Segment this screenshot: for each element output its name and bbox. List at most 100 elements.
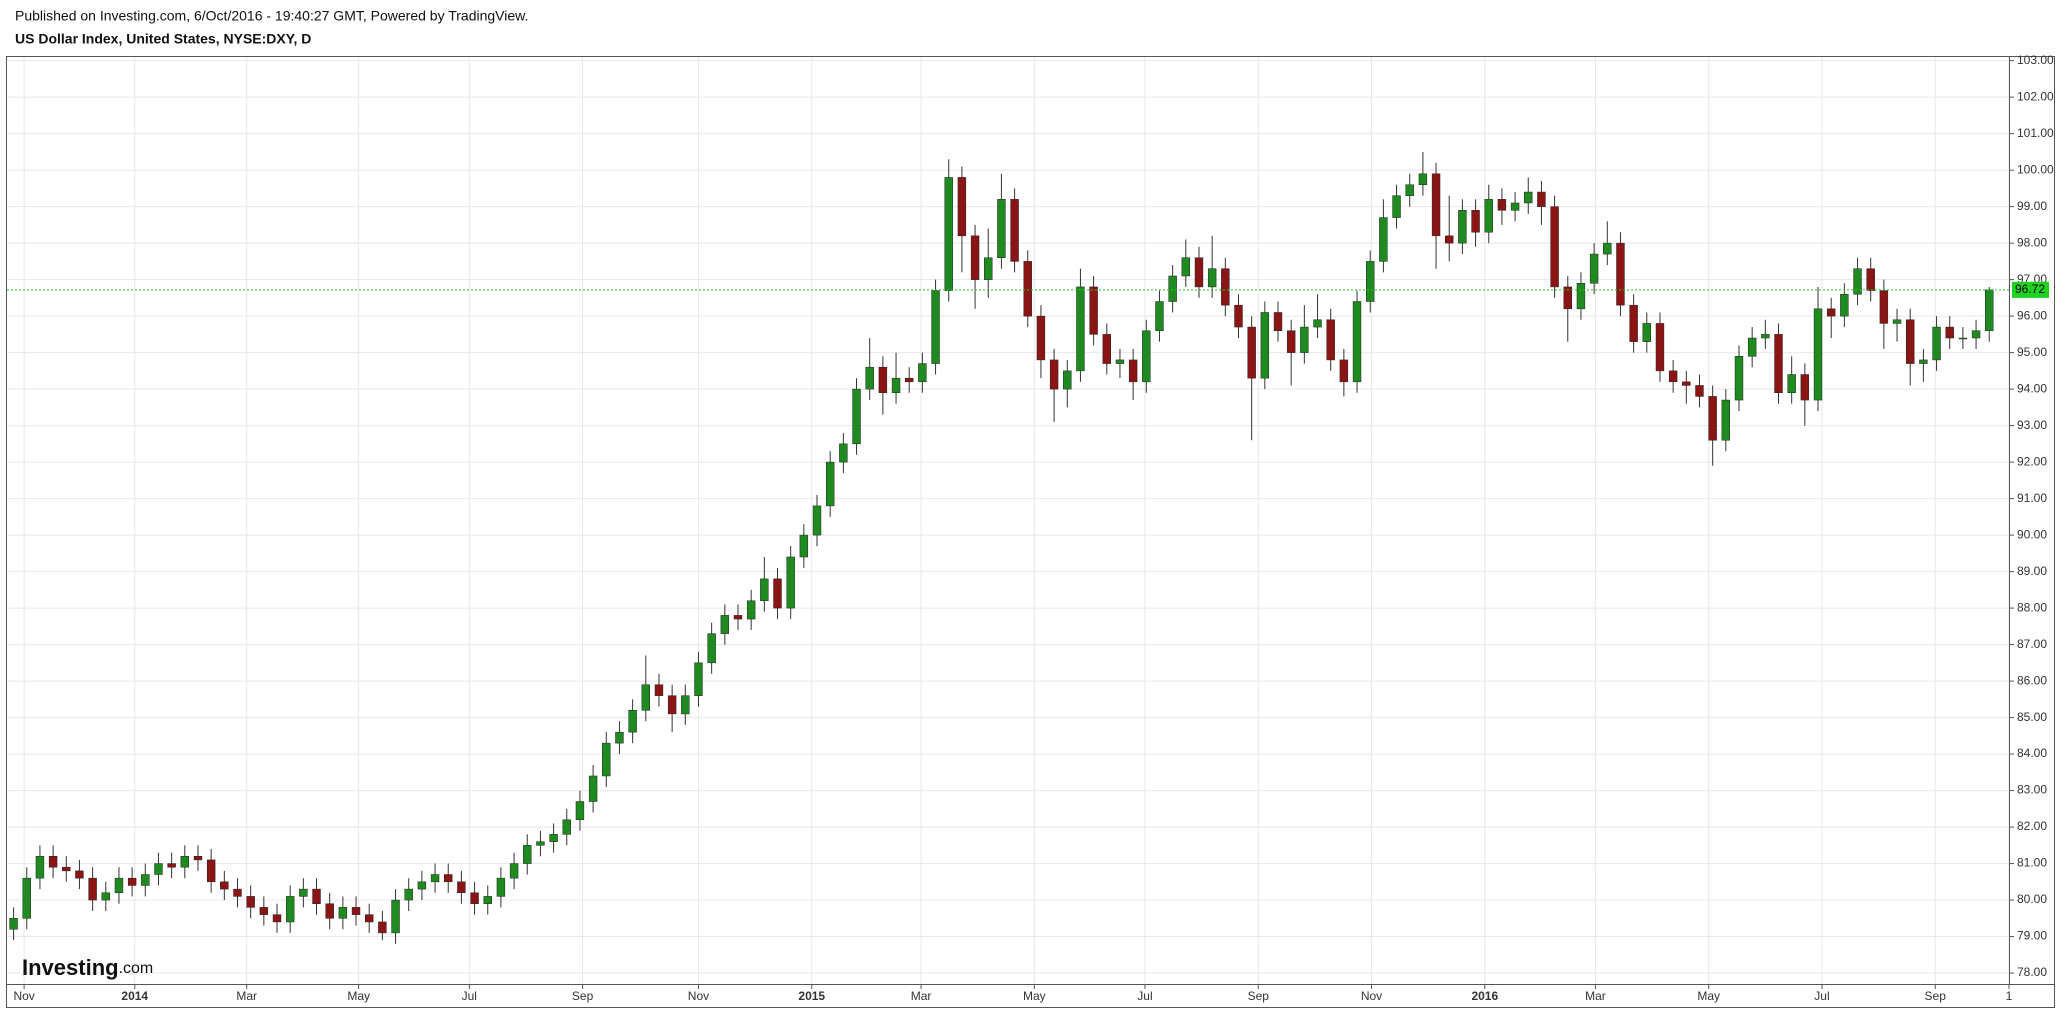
y-tick-label: 87.00 (2017, 637, 2047, 651)
candle-body (417, 881, 427, 890)
axes: 78.00 79.00 80.00 81.00 82.00 83.00 84.00 85.00… (7, 53, 2055, 1003)
y-tick-label: 99.00 (2017, 199, 2047, 213)
candle-body (509, 863, 519, 879)
candle-body (193, 856, 203, 861)
candle-body (1221, 268, 1230, 306)
candle-body (602, 742, 611, 777)
candle-body (1313, 319, 1322, 328)
candle-body (1761, 334, 1770, 339)
candle-body (1603, 242, 1612, 255)
candle-body (299, 888, 308, 897)
candles (7, 151, 2009, 944)
x-tick-label: Jul (1814, 989, 1829, 1003)
x-tick-label: Mar (1585, 989, 1606, 1003)
candle-body (167, 863, 176, 868)
candle-body (1273, 312, 1283, 331)
published-note: Published on Investing.com, 6/Oct/2016 -… (15, 8, 528, 24)
candle-body (1168, 275, 1177, 302)
x-tick-label: Sep (1248, 989, 1270, 1003)
x-tick-label: Sep (1925, 989, 1947, 1003)
y-tick-label: 103.00 (2017, 53, 2054, 67)
candle-body (220, 881, 229, 890)
grid (7, 57, 2010, 984)
candle-body (1919, 359, 1928, 364)
chart-title: US Dollar Index, United States, NYSE:DXY… (15, 31, 311, 47)
candle-body (1958, 337, 1968, 340)
candle-body (970, 235, 980, 280)
y-tick-label: 96.00 (2017, 308, 2047, 322)
candle-body (1023, 261, 1032, 317)
x-tick-label: May (1023, 989, 1046, 1003)
candle-body (1589, 253, 1599, 284)
candle-body (272, 914, 282, 923)
candle-body (470, 892, 479, 904)
x-tick-label: May (347, 989, 370, 1003)
x-tick-label: Mar (911, 989, 932, 1003)
candle-body (852, 388, 861, 445)
candle-body (707, 633, 716, 664)
candle-body (1945, 326, 1954, 339)
candle-body (549, 834, 558, 842)
candle-body (746, 600, 756, 620)
watermark-suffix: .com (119, 960, 154, 977)
candle-body (997, 199, 1006, 258)
candle-body (918, 363, 927, 383)
x-tick-label: 2016 (1471, 989, 1498, 1003)
y-tick-label: 81.00 (2017, 856, 2047, 870)
y-tick-label: 84.00 (2017, 746, 2047, 760)
candle-body (325, 903, 334, 919)
candle-body (1128, 359, 1138, 383)
candle-body (1616, 242, 1625, 306)
candle-body (1721, 399, 1731, 441)
x-tick-label: 2015 (798, 989, 825, 1003)
candle-body (1379, 217, 1388, 262)
candle-body (1629, 304, 1638, 342)
candle-body (1668, 370, 1678, 383)
candle-body (75, 870, 84, 879)
candle-body (1840, 293, 1849, 317)
candle-body (825, 461, 835, 507)
y-tick-label: 79.00 (2017, 929, 2047, 943)
candle-body (615, 731, 624, 744)
candle-body (457, 881, 466, 894)
x-tick-label: Mar (236, 989, 257, 1003)
candle-body (141, 874, 150, 886)
candle-body (1326, 319, 1335, 361)
y-tick-label: 85.00 (2017, 710, 2047, 724)
candle-body (1985, 289, 1994, 331)
candle-body (1260, 312, 1270, 379)
candle-body (812, 505, 822, 536)
candle-body (1234, 304, 1243, 328)
x-tick-label: 2014 (121, 989, 148, 1003)
candle-body (180, 856, 190, 868)
y-tick-label: 88.00 (2017, 600, 2047, 614)
candle-body (878, 366, 888, 394)
candle-body (1550, 206, 1559, 288)
candle-body (1366, 261, 1375, 302)
candle-body (154, 863, 163, 875)
candle-body (720, 615, 730, 634)
candle-body (1879, 290, 1889, 324)
candle-body (1181, 257, 1191, 277)
x-tick-label: May (1697, 989, 1720, 1003)
candle-body (773, 578, 782, 609)
candle-body (1497, 199, 1507, 211)
candle-body (1800, 374, 1810, 401)
candle-body (760, 578, 769, 602)
last-price-box (2012, 281, 2049, 298)
x-tick-label: Nov (1361, 989, 1382, 1003)
candle-body (694, 662, 703, 696)
candle-body (628, 710, 637, 733)
candle-body (1906, 319, 1915, 364)
candle-body (1524, 191, 1533, 204)
candle-body (1339, 359, 1349, 383)
y-tick-label: 102.00 (2017, 89, 2054, 103)
watermark: Investing.com (22, 955, 153, 980)
candle-body (35, 856, 45, 879)
candle-body (1049, 359, 1059, 390)
y-tick-label: 83.00 (2017, 783, 2047, 797)
candle-body (1352, 301, 1362, 383)
candle-body (496, 877, 506, 897)
